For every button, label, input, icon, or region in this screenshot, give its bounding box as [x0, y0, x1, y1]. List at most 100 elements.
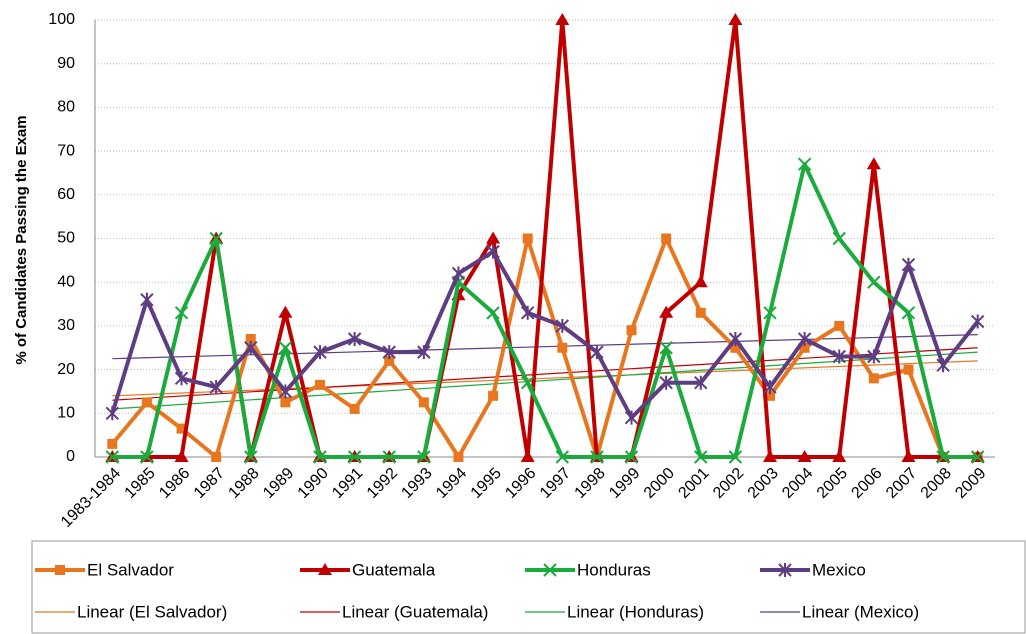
marker — [590, 450, 604, 464]
marker — [543, 563, 557, 577]
marker-shape — [832, 450, 847, 462]
marker — [522, 233, 533, 244]
x-tick-label: 2008 — [918, 465, 955, 502]
marker — [278, 341, 293, 355]
marker — [55, 565, 65, 575]
marker-shape — [211, 452, 222, 462]
marker — [313, 345, 327, 360]
legend-label: Linear (Guatemala) — [342, 602, 488, 621]
marker-shape — [55, 565, 65, 575]
marker-shape — [486, 306, 500, 320]
marker — [176, 423, 187, 434]
y-tick-label: 100 — [48, 11, 75, 28]
x-tick-label: 1999 — [606, 465, 643, 502]
y-tick-label: 50 — [57, 230, 75, 247]
marker — [140, 450, 154, 464]
marker-shape — [418, 397, 429, 408]
marker — [520, 305, 535, 320]
marker-shape — [209, 380, 223, 395]
series-line — [110, 236, 978, 459]
marker-shape — [866, 157, 881, 170]
x-tick-label: 2005 — [814, 465, 851, 502]
x-tick-label: 1997 — [537, 465, 574, 502]
marker — [244, 340, 258, 355]
y-axis-label: % of Candidates Passing the Exam — [13, 115, 30, 364]
marker — [659, 341, 673, 355]
marker-shape — [278, 341, 293, 355]
marker-shape — [763, 450, 777, 462]
marker — [797, 450, 812, 462]
marker — [209, 231, 223, 246]
x-tick-label: 2009 — [952, 465, 989, 502]
y-tick-label: 70 — [57, 142, 75, 159]
marker — [866, 157, 881, 170]
marker-shape — [244, 340, 258, 355]
marker-shape — [765, 390, 775, 401]
x-tick-label: 1990 — [295, 465, 332, 502]
marker-shape — [543, 563, 557, 577]
marker-shape — [936, 358, 950, 373]
marker — [590, 345, 604, 360]
marker — [418, 397, 429, 408]
marker-shape — [417, 345, 431, 360]
marker-shape — [174, 450, 189, 462]
legend-label: Guatemala — [352, 560, 436, 579]
x-tick-label: 2002 — [710, 465, 747, 502]
marker — [174, 450, 189, 462]
marker-shape — [970, 450, 985, 464]
marker-shape — [730, 342, 741, 353]
marker — [486, 306, 500, 320]
marker — [797, 332, 812, 347]
marker — [763, 380, 777, 395]
marker-shape — [659, 305, 674, 318]
marker — [799, 342, 810, 353]
marker-shape — [486, 244, 500, 259]
x-tick-label: 2001 — [675, 465, 712, 502]
marker — [555, 13, 570, 25]
marker — [315, 379, 325, 390]
marker — [728, 13, 743, 25]
marker-shape — [520, 305, 535, 320]
marker-shape — [797, 450, 812, 462]
marker-shape — [245, 334, 256, 345]
marker-shape — [778, 563, 792, 577]
marker — [797, 157, 812, 171]
marker — [107, 438, 118, 449]
marker-shape — [318, 563, 332, 575]
x-tick-label: 2004 — [779, 465, 816, 502]
y-tick-label: 20 — [57, 361, 75, 378]
marker-shape — [174, 371, 189, 386]
marker — [626, 325, 637, 336]
marker — [555, 318, 570, 333]
series-line — [110, 249, 980, 420]
marker — [832, 349, 846, 364]
marker-shape — [105, 450, 120, 464]
marker-shape — [384, 355, 395, 366]
marker-shape — [659, 375, 673, 390]
marker-shape — [797, 332, 812, 347]
marker — [730, 342, 741, 353]
marker-shape — [832, 349, 846, 364]
marker-shape — [659, 341, 673, 355]
marker-shape — [278, 305, 293, 318]
y-tick-label: 80 — [57, 99, 75, 116]
marker-shape — [382, 345, 396, 360]
marker — [520, 450, 535, 462]
marker — [659, 375, 673, 390]
marker-shape — [347, 450, 362, 464]
marker-shape — [347, 332, 362, 347]
x-tick-label: 1993 — [398, 465, 435, 502]
marker — [624, 410, 639, 425]
marker — [936, 358, 950, 373]
marker — [244, 450, 258, 464]
x-tick-label: 1995 — [468, 465, 505, 502]
marker — [901, 257, 916, 272]
marker-shape — [141, 397, 152, 408]
marker-shape — [313, 345, 327, 360]
y-tick-label: 90 — [57, 55, 75, 72]
marker-shape — [728, 450, 743, 464]
marker — [661, 233, 672, 244]
x-tick-label: 1986 — [156, 465, 193, 502]
marker-shape — [453, 452, 464, 462]
